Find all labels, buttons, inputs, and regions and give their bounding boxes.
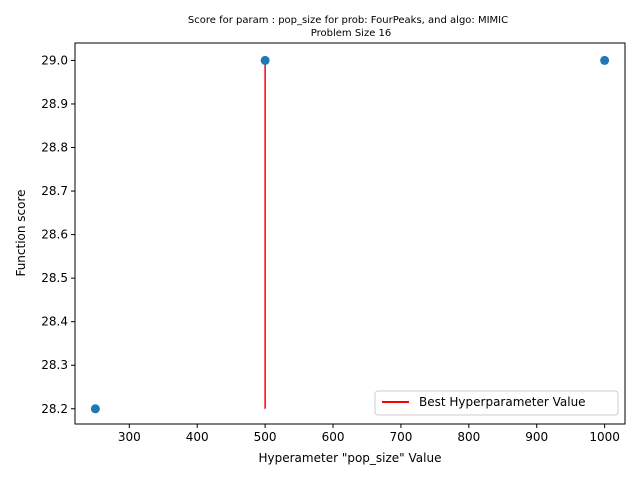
chart-title: Score for param : pop_size for prob: Fou…: [188, 15, 508, 26]
data-point: [90, 404, 100, 414]
y-tick-label: 28.3: [41, 358, 68, 372]
y-axis-ticks: 28.2 28.3 28.4 28.5 28.6 28.7 28.8 28.9 29.0: [41, 53, 75, 416]
y-tick-label: 28.7: [41, 184, 68, 198]
chart-subtitle: Problem Size 16: [311, 28, 392, 39]
x-tick-label: 300: [118, 430, 141, 444]
y-tick-label: 28.9: [41, 97, 68, 111]
y-tick-label: 28.6: [41, 228, 68, 242]
x-tick-label: 500: [254, 430, 277, 444]
y-tick-label: 28.8: [41, 141, 68, 155]
y-axis-label: Function score: [14, 189, 28, 276]
legend-label: Best Hyperparameter Value: [419, 395, 586, 409]
x-tick-label: 1000: [589, 430, 620, 444]
x-axis-label: Hyperameter "pop_size" Value: [259, 451, 442, 465]
data-point: [600, 55, 610, 65]
x-tick-label: 800: [457, 430, 480, 444]
x-tick-label: 700: [389, 430, 412, 444]
plot-frame: [74, 42, 626, 425]
y-tick-label: 28.5: [41, 271, 68, 285]
legend: Best Hyperparameter Value: [374, 390, 619, 416]
data-point: [260, 55, 270, 65]
x-axis-ticks: 300 400 500 600 700 800 900 1000: [118, 424, 620, 444]
legend-box: [374, 390, 619, 416]
y-tick-label: 29.0: [41, 53, 68, 67]
x-tick-label: 600: [322, 430, 345, 444]
x-tick-label: 400: [186, 430, 209, 444]
y-tick-label: 28.2: [41, 402, 68, 416]
y-tick-label: 28.4: [41, 315, 68, 329]
plot-marks: [90, 55, 610, 414]
x-tick-label: 900: [525, 430, 548, 444]
